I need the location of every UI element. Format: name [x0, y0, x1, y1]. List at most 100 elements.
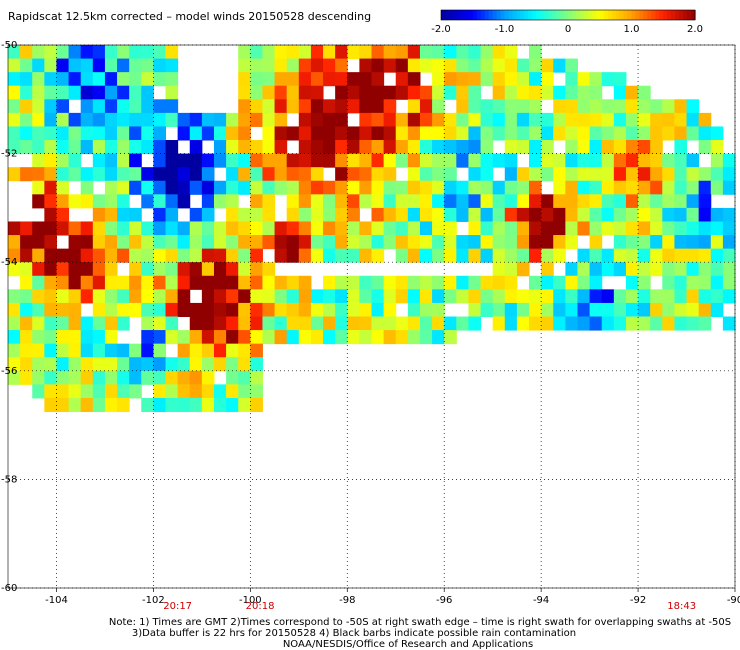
colorbar-cell — [675, 10, 680, 20]
heatmap-cell — [335, 275, 348, 290]
heatmap-cell — [456, 235, 469, 250]
heatmap-cell — [56, 207, 70, 222]
heatmap-cell — [625, 302, 639, 317]
heatmap-cell — [456, 153, 469, 168]
heatmap-cell — [347, 248, 360, 263]
heatmap-cell — [213, 221, 227, 236]
heatmap-cell — [262, 99, 276, 114]
heatmap-cell — [577, 153, 591, 168]
heatmap-cell — [274, 330, 288, 345]
y-tick-label: -54 — [1, 257, 17, 268]
heatmap-cell — [323, 180, 336, 195]
heatmap-cell — [129, 126, 142, 141]
heatmap-cell — [310, 207, 324, 222]
heatmap-cell — [250, 302, 263, 317]
heatmap-cell — [117, 357, 130, 372]
heatmap-cell — [674, 180, 688, 195]
heatmap-cell — [274, 235, 288, 250]
heatmap-cell — [650, 126, 663, 141]
heatmap-cell — [250, 357, 263, 372]
heatmap-cell — [104, 302, 118, 317]
heatmap-cell — [226, 357, 239, 372]
heatmap-cell — [504, 167, 518, 182]
heatmap-cell — [213, 112, 227, 127]
heatmap-cell — [104, 153, 118, 168]
heatmap-cell — [201, 370, 215, 385]
heatmap-cell — [444, 180, 457, 195]
heatmap-cell — [601, 99, 615, 114]
colorbar-cell — [615, 10, 621, 20]
heatmap-cell — [298, 140, 312, 155]
heatmap-cell — [710, 248, 724, 263]
heatmap-cell — [419, 167, 433, 182]
heatmap-cell — [80, 235, 94, 250]
heatmap-cell — [20, 289, 33, 304]
heatmap-cell — [504, 112, 518, 127]
heatmap-cell — [20, 316, 33, 331]
heatmap-cell — [456, 316, 469, 331]
heatmap-cell — [141, 85, 154, 100]
heatmap-cell — [92, 140, 106, 155]
y-tick-label: -52 — [1, 149, 17, 160]
heatmap-cell — [347, 316, 360, 331]
heatmap-cell — [359, 85, 372, 100]
heatmap-cell — [104, 85, 118, 100]
heatmap-cell — [32, 99, 45, 114]
heatmap-cell — [553, 99, 566, 114]
heatmap-cell — [395, 72, 409, 87]
heatmap-cell — [56, 343, 70, 358]
heatmap-cell — [419, 316, 433, 331]
heatmap-cell — [262, 153, 276, 168]
heatmap-cell — [68, 289, 82, 304]
heatmap-cell — [419, 85, 433, 100]
heatmap-cell — [456, 248, 469, 263]
heatmap-cell — [20, 140, 33, 155]
heatmap-cell — [104, 357, 118, 372]
heatmap-cell — [153, 58, 167, 73]
heatmap-cell — [32, 289, 45, 304]
heatmap-cell — [298, 99, 312, 114]
heatmap-cell — [529, 302, 542, 317]
heatmap-cell — [553, 112, 566, 127]
heatmap-cell — [104, 140, 118, 155]
heatmap-cell — [141, 58, 154, 73]
heatmap-cell — [492, 153, 506, 168]
heatmap-cell — [529, 221, 542, 236]
heatmap-cell — [189, 180, 203, 195]
heatmap-cell — [129, 45, 142, 60]
heatmap-cell — [335, 302, 348, 317]
heatmap-cell — [359, 330, 372, 345]
heatmap-cell — [274, 316, 288, 331]
heatmap-cell — [565, 99, 578, 114]
heatmap-cell — [625, 262, 639, 277]
heatmap-cell — [177, 262, 191, 277]
heatmap-cell — [310, 316, 324, 331]
heatmap-cell — [625, 99, 639, 114]
heatmap-cell — [32, 180, 45, 195]
heatmap-cell — [335, 180, 348, 195]
heatmap-cell — [56, 316, 70, 331]
heatmap-cell — [674, 289, 688, 304]
colorbar-cell — [587, 10, 593, 20]
heatmap-cell — [359, 126, 372, 141]
heatmap-cell — [529, 153, 542, 168]
heatmap-cell — [250, 330, 263, 345]
colorbar: -2.0 -1.0 0 1.0 2.0 — [431, 9, 703, 35]
colorbar-cell — [460, 10, 466, 20]
heatmap-cell — [577, 221, 591, 236]
heatmap-cell — [698, 316, 712, 331]
heatmap-cell — [529, 180, 542, 195]
heatmap-cell — [553, 58, 566, 73]
heatmap-cell — [68, 167, 82, 182]
heatmap-cell — [650, 153, 663, 168]
heatmap-cell — [650, 235, 663, 250]
heatmap-cell — [383, 112, 397, 127]
heatmap-cell — [213, 343, 227, 358]
heatmap-cell — [92, 316, 106, 331]
heatmap-cell — [262, 330, 276, 345]
heatmap-cell — [32, 112, 45, 127]
heatmap-cell — [650, 112, 663, 127]
heatmap-cell — [468, 221, 482, 236]
colorbar-cell — [663, 10, 668, 20]
heatmap-cell — [371, 126, 385, 141]
